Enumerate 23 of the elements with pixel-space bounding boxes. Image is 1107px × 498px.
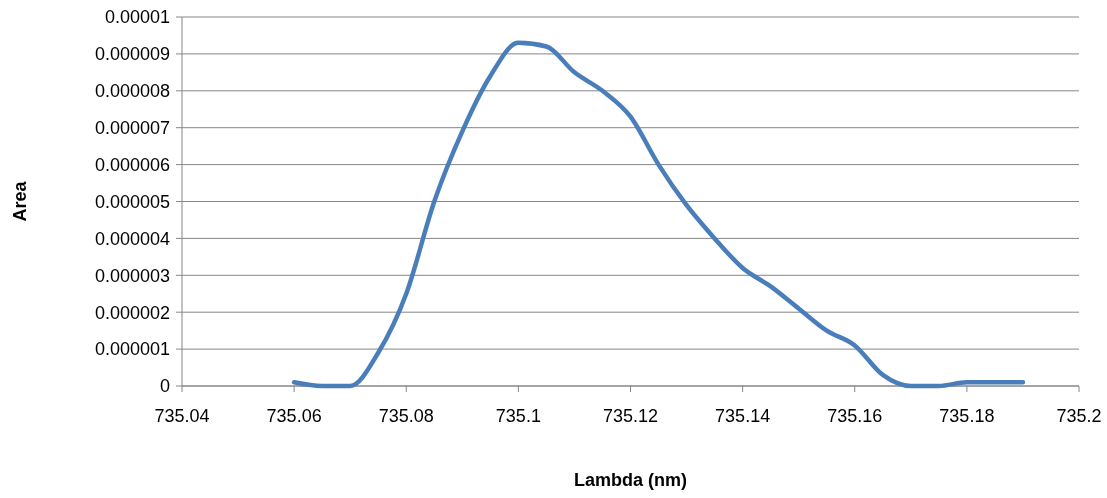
y-tick-label: 0.000009: [94, 44, 170, 65]
y-tick-label: 0.000006: [94, 154, 170, 175]
y-axis-title: Area: [10, 180, 30, 222]
x-axis-title: Lambda (nm): [573, 470, 688, 490]
line-series: [291, 40, 1026, 389]
x-tick-label: 735.16: [827, 406, 883, 426]
x-tick-label: 735.1: [495, 406, 541, 426]
x-tick-label: 735.2: [1056, 406, 1102, 426]
x-tick-label: 735.08: [378, 406, 434, 426]
y-tick-label: 0.000007: [94, 118, 170, 138]
y-tick-label: 0.000005: [94, 191, 170, 212]
y-tick-label: 0.000002: [94, 302, 170, 323]
y-tick-label: 0: [159, 376, 170, 397]
y-tick-label: 0.000003: [94, 265, 170, 286]
y-tick-label: 0.000001: [94, 339, 170, 360]
y-tick-label: 0.000004: [94, 228, 170, 249]
y-tick-label: 0.00001: [104, 7, 170, 28]
x-tick-label: 735.04: [154, 406, 210, 426]
x-tick-label: 735.12: [602, 406, 659, 426]
x-tick-label: 735.14: [715, 406, 771, 426]
x-tick-label: 735.06: [266, 406, 322, 426]
x-tick-label: 735.18: [939, 406, 995, 426]
y-tick-label: 0.000008: [94, 81, 170, 102]
